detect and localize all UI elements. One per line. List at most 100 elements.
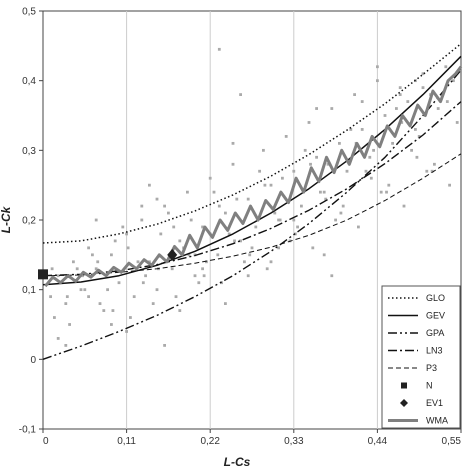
scatter-point	[155, 197, 159, 201]
scatter-point	[243, 260, 246, 264]
scatter-point	[110, 253, 113, 257]
scatter-point	[309, 162, 312, 166]
scatter-point	[72, 260, 75, 264]
scatter-point	[330, 274, 334, 278]
legend-label-ln3: LN3	[426, 346, 443, 356]
marker-ev1	[167, 248, 178, 261]
scatter-point	[400, 121, 404, 124]
scatter-point	[455, 121, 459, 124]
scatter-point	[136, 260, 140, 264]
scatter-point	[300, 204, 303, 208]
scatter-point	[324, 197, 328, 201]
scatter-point	[421, 86, 425, 90]
scatter-point	[383, 114, 387, 117]
scatter-point	[68, 323, 71, 326]
scatter-point	[140, 218, 144, 222]
scatter-point	[430, 169, 434, 173]
scatter-point	[292, 218, 296, 222]
scatter-point	[353, 93, 356, 96]
scatter-point	[186, 190, 189, 194]
scatter-point	[391, 141, 394, 145]
scatter-point	[163, 344, 166, 347]
scatter-point	[334, 218, 337, 222]
scatter-point	[151, 302, 155, 305]
scatter-point	[311, 246, 315, 250]
scatter-point	[233, 239, 236, 243]
scatter-point	[91, 253, 94, 257]
scatter-point	[56, 274, 60, 278]
scatter-point	[81, 274, 84, 278]
scatter-point	[193, 274, 197, 278]
scatter-point	[250, 246, 254, 250]
x-axis-title: L-Cs	[224, 455, 251, 469]
scatter-point	[217, 47, 221, 51]
series-line-gev	[42, 55, 462, 286]
scatter-point	[201, 225, 204, 229]
scatter-point	[246, 274, 250, 278]
scatter-point	[163, 204, 166, 208]
scatter-point	[155, 288, 159, 292]
scatter-point	[239, 93, 242, 96]
scatter-point	[50, 267, 54, 271]
scatter-point	[262, 148, 265, 152]
scatter-point	[385, 190, 388, 194]
scatter-point	[269, 260, 273, 264]
scatter-point	[87, 246, 90, 250]
scatter-point	[395, 107, 398, 110]
scatter-point	[83, 288, 87, 292]
scatter-point	[452, 79, 455, 83]
y-tick-label: 0,5	[22, 7, 36, 18]
legend-box	[381, 285, 461, 429]
scatter-point	[284, 135, 288, 138]
scatter-point	[322, 190, 326, 194]
scatter-point	[278, 218, 282, 222]
scatter-point	[111, 309, 115, 312]
scatter-point	[368, 155, 372, 159]
scatter-point	[269, 183, 273, 187]
legend: GLO GEV GPA LN3 P3 N EV1 WMA	[381, 285, 461, 429]
scatter-point	[341, 204, 345, 208]
scatter-point	[231, 141, 235, 145]
scatter-point	[263, 183, 267, 187]
x-tick-label: 0,33	[284, 436, 304, 447]
legend-label-p3: P3	[426, 363, 437, 373]
scatter-point	[110, 323, 113, 326]
scatter-point	[315, 107, 318, 110]
scatter-point	[281, 176, 284, 180]
legend-entries: GLO GEV GPA LN3 P3 N EV1 WMA	[388, 293, 448, 426]
scatter-point	[307, 121, 311, 124]
scatter-point	[96, 260, 100, 264]
legend-label-gev: GEV	[426, 311, 445, 321]
scatter-point	[265, 267, 269, 271]
scatter-point	[254, 225, 258, 229]
scatter-point	[189, 218, 193, 222]
scatter-point	[121, 225, 125, 229]
scatter-point	[357, 225, 360, 229]
scatter-point	[224, 211, 227, 215]
scatter-point	[106, 288, 109, 292]
legend-swatch-n	[401, 382, 407, 389]
scatter-point	[178, 239, 182, 243]
scatter-point	[129, 316, 132, 319]
scatter-point	[322, 253, 326, 257]
scatter-point	[398, 86, 402, 90]
scatter-point	[132, 295, 136, 299]
series-line-p3	[42, 153, 462, 277]
legend-label-glo: GLO	[426, 293, 445, 303]
x-tick-label: 0,22	[200, 436, 220, 447]
scatter-point	[174, 295, 178, 299]
scatter-point	[49, 295, 52, 299]
scatter-point	[345, 169, 349, 173]
y-axis-title: L-Ck	[0, 205, 13, 233]
scatter-point	[402, 204, 406, 208]
scatter-point	[197, 281, 201, 285]
x-tick-label: 0,11	[117, 436, 136, 447]
scatter-point	[75, 267, 79, 271]
y-tick-label: 0	[30, 355, 36, 366]
scatter-point	[296, 225, 299, 229]
x-tick-label: 0,55	[442, 436, 462, 447]
scatter-point	[293, 232, 297, 236]
scatter-point	[436, 107, 440, 110]
scatter-point	[102, 309, 106, 312]
